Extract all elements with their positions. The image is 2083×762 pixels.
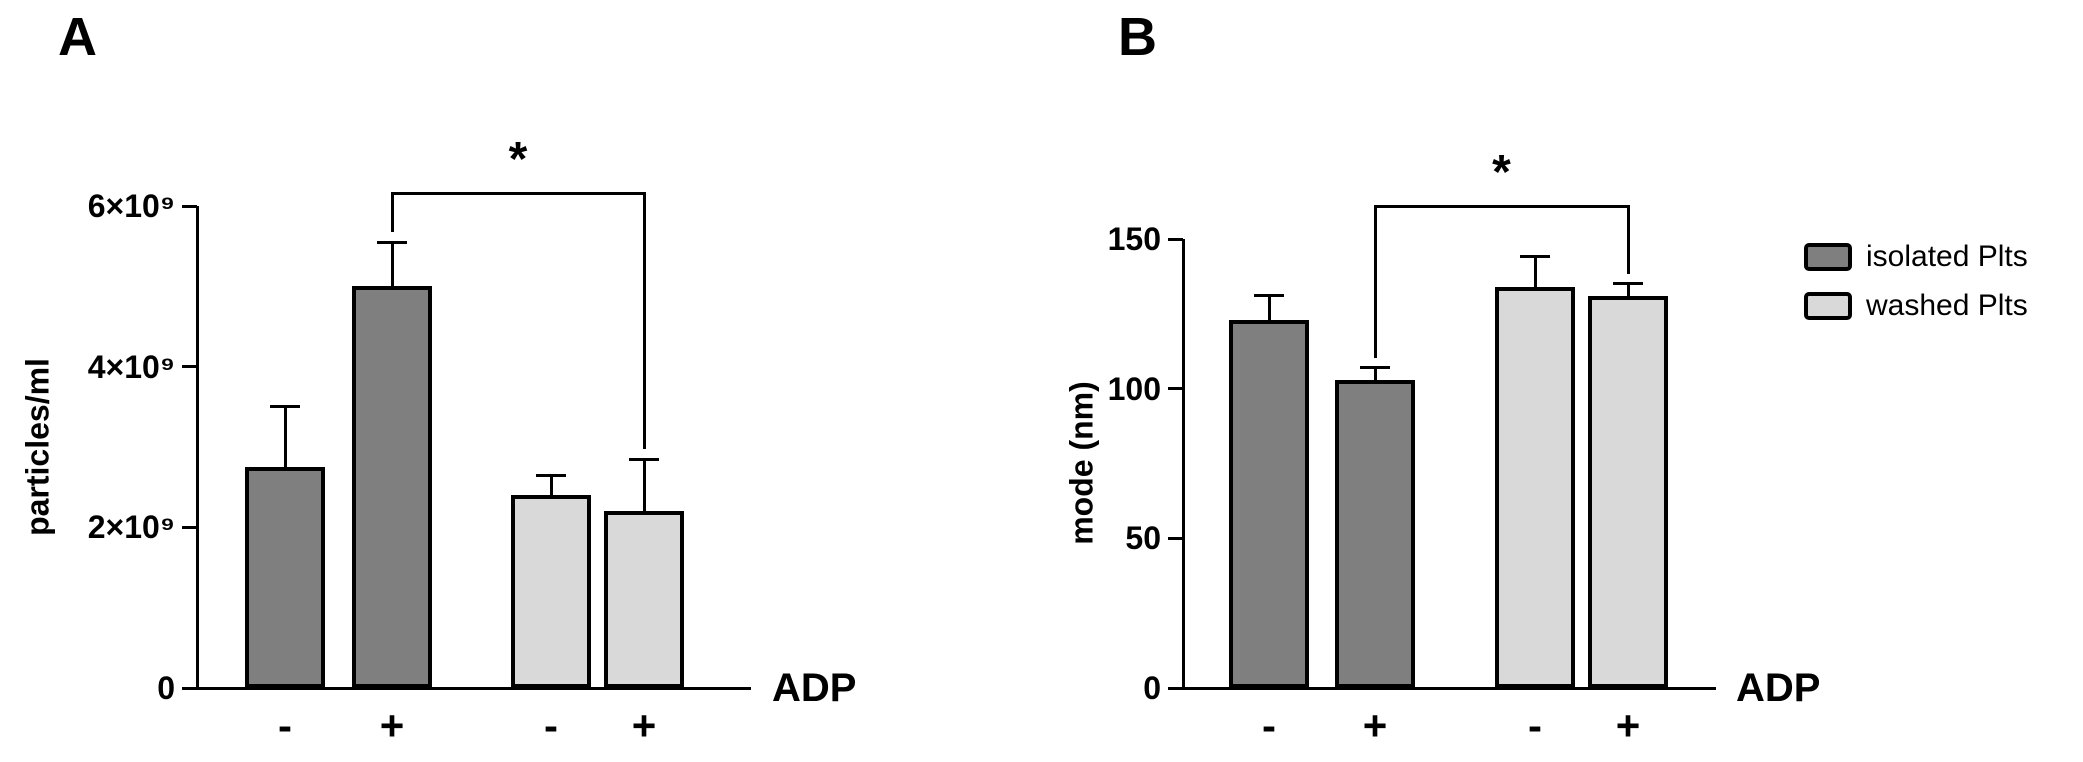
y-tick-label: 0 [1143, 670, 1161, 706]
bar [1335, 379, 1415, 688]
legend-label: washed Plts [1866, 289, 2028, 322]
legend-label: isolated Plts [1866, 240, 2028, 273]
error-bar-cap [377, 240, 407, 244]
y-tick-mark [1168, 237, 1183, 241]
error-bar-cap [1360, 366, 1390, 370]
error-bar-line [642, 459, 646, 512]
error-bar-cap [270, 405, 300, 409]
legend-swatch-icon [1804, 291, 1852, 320]
legend-item: washed Plts [1804, 289, 2028, 322]
x-tick-label: + [1362, 702, 1388, 749]
legend-item: isolated Plts [1804, 240, 2028, 273]
y-axis-line [1181, 239, 1185, 688]
y-tick-label: 50 [1125, 520, 1161, 557]
bar [1229, 319, 1309, 688]
bar [245, 467, 325, 688]
error-bar-cap [629, 457, 659, 461]
y-tick-label: 100 [1107, 370, 1161, 407]
x-tick-label: - [1528, 702, 1542, 749]
panel-b-x-axis-title: ADP [1736, 666, 1821, 710]
x-tick-label: - [278, 702, 292, 749]
y-tick-label: 6×10⁹ [87, 188, 175, 224]
bar [604, 511, 684, 688]
error-bar-line [1626, 283, 1630, 296]
significance-star: * [1492, 146, 1511, 199]
error-bar-cap [1613, 282, 1643, 286]
error-bar-cap [1254, 294, 1284, 298]
y-tick-label: 0 [157, 670, 175, 706]
panel-a-label: A [58, 7, 97, 67]
bar [352, 286, 432, 688]
panel-a-x-axis-title: ADP [772, 666, 857, 710]
bar [1495, 286, 1575, 688]
x-tick-label: + [631, 702, 657, 749]
y-tick-mark [1168, 536, 1183, 540]
y-tick-mark [182, 686, 197, 690]
significance-bracket-left [1373, 206, 1377, 358]
significance-bracket-right [642, 193, 646, 450]
x-tick-label: - [544, 702, 558, 749]
significance-star: * [508, 133, 528, 186]
error-bar-cap [536, 473, 566, 477]
error-bar-line [283, 406, 287, 468]
y-tick-label: 150 [1107, 221, 1161, 257]
significance-bracket-top [1373, 204, 1630, 208]
y-tick-mark [182, 204, 197, 208]
bar [511, 495, 591, 688]
panel-b-label: B [1118, 7, 1157, 67]
error-bar-cap [1520, 255, 1550, 259]
y-tick-label: 4×10⁹ [87, 348, 175, 385]
error-bar-line [1267, 295, 1271, 320]
y-tick-mark [1168, 686, 1183, 690]
x-tick-label: + [1615, 702, 1641, 749]
significance-bracket-top [390, 191, 646, 195]
x-tick-label: - [1262, 702, 1276, 749]
error-bar-line [390, 242, 394, 287]
bar [1588, 295, 1668, 688]
significance-bracket-left [390, 193, 394, 233]
legend-swatch-icon [1804, 242, 1852, 271]
x-tick-label: + [379, 702, 405, 749]
error-bar-line [1373, 367, 1377, 380]
significance-bracket-right [1626, 206, 1630, 274]
y-tick-mark [1168, 387, 1183, 391]
x-axis-line [195, 686, 751, 690]
x-axis-line [1181, 686, 1716, 690]
error-bar-line [549, 475, 553, 496]
legend: isolated Plts washed Plts [1804, 240, 2028, 322]
y-tick-label: 2×10⁹ [87, 509, 175, 546]
error-bar-line [1533, 256, 1537, 287]
y-axis-line [195, 206, 199, 688]
y-tick-mark [182, 525, 197, 529]
y-tick-mark [182, 365, 197, 369]
